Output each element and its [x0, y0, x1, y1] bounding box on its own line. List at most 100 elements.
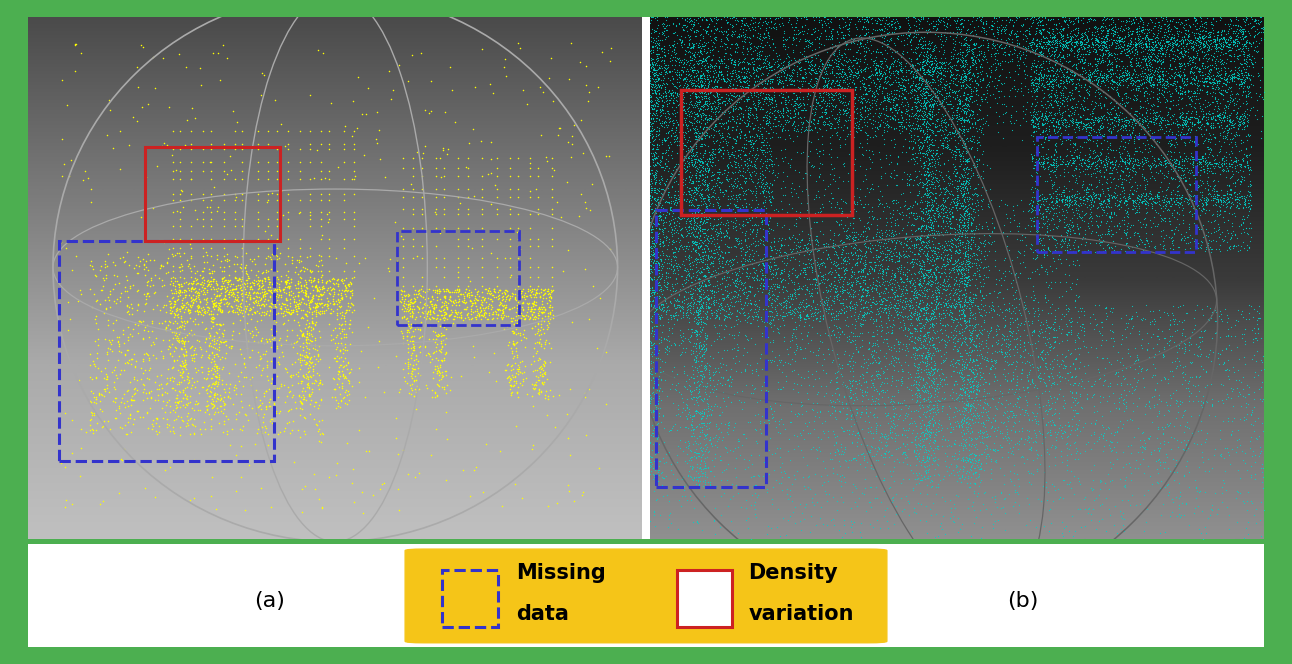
- Point: [713, 96, 734, 106]
- Point: [300, 296, 320, 307]
- Point: [736, 291, 757, 301]
- Point: [866, 60, 886, 70]
- Point: [1221, 92, 1242, 103]
- Point: [919, 140, 939, 151]
- Point: [669, 60, 690, 70]
- Point: [1159, 197, 1180, 207]
- Point: [950, 135, 970, 145]
- Point: [982, 303, 1003, 314]
- Point: [955, 294, 975, 305]
- Point: [934, 103, 955, 114]
- Point: [956, 155, 977, 166]
- Point: [1078, 104, 1098, 115]
- Point: [691, 424, 712, 435]
- Point: [642, 154, 663, 165]
- Point: [1031, 34, 1052, 44]
- Point: [910, 290, 930, 300]
- Point: [647, 31, 668, 41]
- Point: [873, 13, 894, 23]
- Point: [691, 316, 712, 327]
- Point: [859, 83, 880, 94]
- Point: [917, 54, 938, 65]
- Point: [973, 129, 994, 139]
- Text: Density: Density: [748, 563, 839, 583]
- Point: [929, 325, 950, 335]
- Point: [1120, 155, 1141, 165]
- Point: [872, 104, 893, 114]
- Point: [1236, 523, 1257, 533]
- Point: [88, 339, 109, 350]
- Point: [1205, 92, 1226, 102]
- Point: [1032, 161, 1053, 172]
- Point: [1000, 55, 1021, 66]
- Point: [1200, 378, 1221, 389]
- Point: [438, 286, 459, 296]
- Point: [957, 100, 978, 110]
- Point: [842, 37, 863, 47]
- Point: [649, 260, 669, 270]
- Point: [1059, 110, 1080, 121]
- Point: [1034, 452, 1054, 463]
- Point: [950, 197, 970, 208]
- Point: [1056, 75, 1076, 86]
- Point: [1155, 82, 1176, 93]
- Point: [1059, 35, 1080, 46]
- Point: [1234, 108, 1255, 118]
- Point: [640, 178, 660, 189]
- Point: [849, 70, 870, 81]
- Point: [935, 461, 956, 471]
- Point: [1103, 341, 1124, 351]
- Point: [833, 83, 854, 94]
- Point: [677, 136, 698, 147]
- Point: [999, 50, 1019, 60]
- Point: [996, 24, 1017, 35]
- Point: [1070, 197, 1090, 208]
- Point: [866, 100, 886, 110]
- Point: [968, 271, 988, 282]
- Point: [271, 378, 292, 389]
- Point: [1067, 396, 1088, 407]
- Point: [758, 288, 779, 299]
- Point: [973, 402, 994, 412]
- Point: [663, 469, 683, 479]
- Point: [678, 282, 699, 293]
- Point: [1155, 196, 1176, 207]
- Point: [717, 17, 738, 28]
- Point: [729, 345, 749, 356]
- Point: [404, 285, 425, 295]
- Point: [1174, 193, 1195, 203]
- Point: [258, 285, 279, 295]
- Point: [786, 18, 806, 29]
- Point: [562, 139, 583, 149]
- Point: [853, 295, 873, 305]
- Point: [904, 66, 925, 76]
- Point: [968, 158, 988, 169]
- Point: [888, 33, 908, 44]
- Point: [1017, 42, 1037, 53]
- Point: [669, 194, 690, 205]
- Point: [714, 108, 735, 119]
- Point: [801, 254, 822, 264]
- Point: [645, 193, 665, 203]
- Point: [731, 278, 752, 289]
- Point: [1074, 120, 1094, 130]
- Point: [890, 64, 911, 75]
- Point: [725, 199, 745, 210]
- Point: [1181, 124, 1202, 134]
- Point: [227, 307, 248, 317]
- Point: [946, 260, 966, 270]
- Point: [910, 33, 930, 44]
- Point: [1132, 236, 1152, 247]
- Point: [694, 114, 714, 125]
- Point: [735, 234, 756, 244]
- Point: [761, 254, 782, 264]
- Point: [942, 313, 963, 324]
- Point: [1136, 39, 1156, 49]
- Point: [1056, 67, 1076, 78]
- Point: [439, 294, 460, 305]
- Point: [640, 438, 660, 448]
- Point: [751, 136, 771, 147]
- Point: [1061, 191, 1081, 201]
- Point: [203, 402, 224, 412]
- Point: [973, 194, 994, 205]
